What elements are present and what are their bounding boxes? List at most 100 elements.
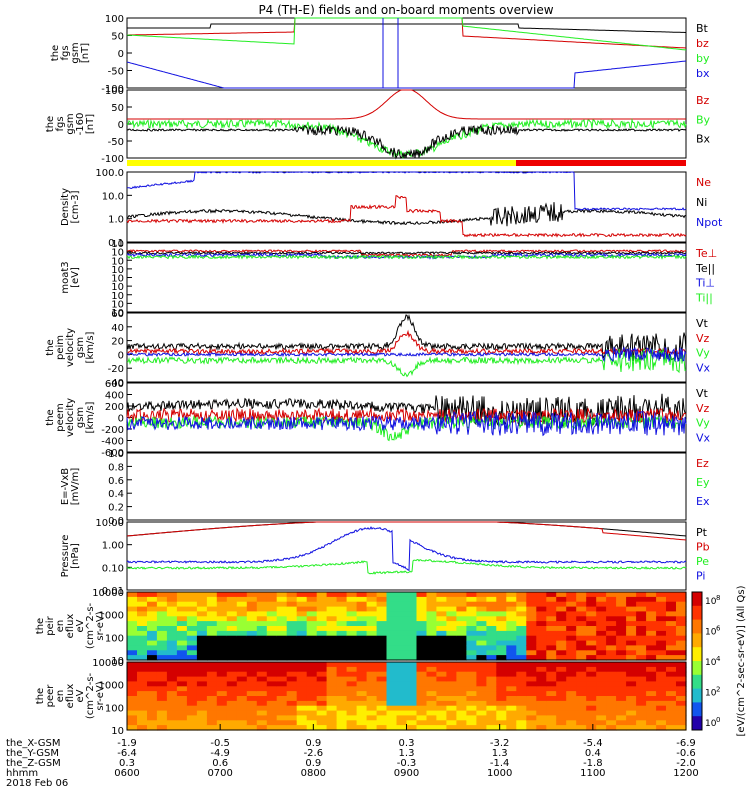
heatmap-cell — [346, 626, 358, 632]
heatmap-cell — [426, 662, 438, 668]
heatmap-cell — [256, 705, 268, 712]
heatmap-cell — [176, 710, 188, 717]
heatmap-cell — [266, 700, 278, 707]
heatmap-cell — [496, 655, 507, 661]
ytick-label: 200 — [105, 402, 124, 413]
heatmap-cell — [656, 700, 667, 707]
ylabel-line: eV — [75, 689, 86, 702]
heatmap-cell — [616, 676, 627, 683]
heatmap-cell — [366, 640, 378, 647]
heatmap-cell — [236, 630, 248, 637]
heatmap-cell — [326, 616, 338, 622]
heatmap-cell — [306, 621, 318, 627]
heatmap-cell — [506, 725, 517, 731]
heatmap-cell — [436, 700, 447, 707]
heatmap-cell — [206, 592, 218, 598]
heatmap-cell — [316, 596, 328, 603]
heatmap-cell — [186, 596, 198, 603]
heatmap-cell — [606, 606, 617, 613]
heatmap-cell — [356, 635, 368, 642]
xaxis-value: -3.2 — [490, 738, 510, 749]
heatmap-cell — [676, 671, 687, 678]
heatmap-cell — [296, 710, 308, 717]
heatmap-cell — [416, 710, 428, 717]
heatmap-cell — [576, 621, 587, 627]
heatmap-cell — [356, 611, 368, 617]
heatmap-cell — [376, 596, 388, 603]
heatmap-cell — [296, 611, 308, 617]
heatmap-cell — [376, 686, 388, 692]
heatmap-cell — [476, 681, 487, 687]
heatmap-cell — [147, 601, 158, 608]
heatmap-cell — [256, 720, 268, 726]
heatmap-cell — [576, 691, 587, 697]
heatmap-cell — [256, 696, 268, 702]
legend-Ey: Ey — [696, 476, 710, 489]
colorbar-tick: 10 — [705, 719, 717, 729]
heatmap-cell — [486, 686, 497, 692]
heatmap-cell — [296, 655, 308, 661]
heatmap-cell — [396, 621, 408, 627]
heatmap-cell — [137, 596, 148, 603]
heatmap-cell — [636, 725, 647, 731]
heatmap-cell — [666, 715, 677, 721]
heatmap-cell — [506, 606, 517, 613]
heatmap-cell — [246, 650, 258, 656]
legend-Npot: Npot — [696, 216, 723, 229]
heatmap-cell — [296, 691, 308, 697]
heatmap-cell — [386, 655, 398, 661]
heatmap-cell — [616, 705, 627, 712]
heatmap-cell — [586, 635, 597, 642]
heatmap-cell — [256, 606, 268, 613]
heatmap-cell — [366, 666, 378, 673]
colorbar-tick-exp: 0 — [716, 716, 720, 724]
ylabel: the peim velocity gsm [km/s] — [45, 328, 96, 367]
heatmap-cell — [386, 640, 398, 647]
ytick-label: 100.0 — [95, 168, 124, 179]
heatmap-cell — [546, 671, 557, 678]
ylabel-line: sr-eV) — [95, 611, 106, 640]
heatmap-cell — [496, 671, 507, 678]
ylabel-line: (cm^2-s- — [85, 602, 96, 649]
ylabel-line: [km/s] — [85, 331, 96, 363]
heatmap-cell — [286, 720, 298, 726]
heatmap-cell — [556, 655, 567, 661]
heatmap-cell — [356, 705, 368, 712]
xaxis-row-label: the_X-GSM — [6, 738, 60, 749]
heatmap-cell — [486, 611, 497, 617]
heatmap-cell — [426, 626, 438, 632]
heatmap-cell — [646, 635, 657, 642]
colorbar-segment — [692, 661, 702, 676]
heatmap-cell — [466, 640, 477, 647]
heatmap-cell — [546, 715, 557, 721]
bz-line — [127, 17, 687, 49]
heatmap-cell — [426, 725, 438, 731]
heatmap-cell — [606, 611, 617, 617]
heatmap-cell — [606, 676, 617, 683]
heatmap-cell — [586, 596, 597, 603]
heatmap-cell — [466, 710, 477, 717]
heatmap-cell — [586, 681, 597, 687]
heatmap-cell — [576, 696, 587, 702]
heatmap-cell — [516, 635, 527, 642]
heatmap-cell — [226, 630, 238, 637]
heatmap-cell — [666, 621, 677, 627]
heatmap-cell — [626, 611, 637, 617]
ylabel-line: en — [55, 620, 66, 633]
heatmap-cell — [236, 626, 248, 632]
legend-Vx: Vx — [696, 361, 711, 374]
heatmap-cell — [496, 606, 507, 613]
heatmap-cell — [376, 601, 388, 608]
heatmap-cell — [506, 700, 517, 707]
Pi-line — [126, 526, 687, 572]
heatmap-cell — [446, 606, 457, 613]
heatmap-cell — [246, 640, 258, 647]
heatmap-cell — [456, 720, 467, 726]
heatmap-cell — [606, 671, 617, 678]
heatmap-cell — [296, 696, 308, 702]
heatmap-cell — [546, 686, 557, 692]
heatmap-cell — [536, 725, 547, 731]
heatmap-cell — [496, 601, 507, 608]
heatmap-cell — [356, 601, 368, 608]
